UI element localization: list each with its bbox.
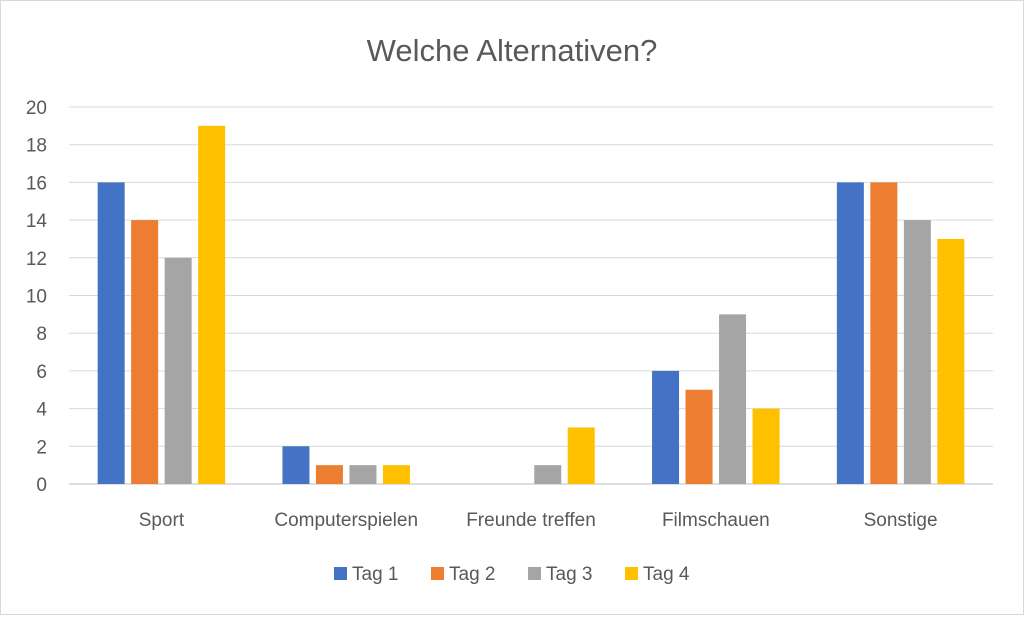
y-tick-label: 8	[36, 324, 47, 345]
y-tick-label: 18	[26, 136, 47, 157]
legend-label: Tag 2	[449, 564, 495, 585]
bar-tag-3	[903, 220, 931, 484]
y-tick-label: 20	[26, 98, 47, 119]
bar-tag-1	[652, 370, 680, 484]
bar-tag-2	[315, 465, 343, 484]
y-tick-label: 10	[26, 287, 47, 308]
bar-tag-1	[836, 182, 864, 484]
legend-swatch	[431, 567, 444, 580]
bars	[97, 125, 965, 484]
bar-tag-1	[97, 182, 125, 484]
bar-tag-1	[282, 446, 310, 484]
bar-tag-3	[719, 314, 747, 484]
y-tick-label: 14	[26, 211, 48, 232]
y-tick-label: 6	[36, 362, 47, 383]
legend-swatch	[528, 567, 541, 580]
bar-tag-2	[870, 182, 898, 484]
x-axis-labels: Sport Computerspielen Freunde treffen Films…	[139, 510, 938, 531]
x-category-label: Sonstige	[864, 510, 938, 531]
bar-tag-3	[349, 465, 377, 484]
bar-tag-2	[131, 220, 159, 484]
x-category-label: Freunde treffen	[466, 510, 596, 531]
x-category-label: Computerspielen	[274, 510, 418, 531]
chart-title: Welche Alternativen?	[367, 33, 658, 68]
legend-swatch	[625, 567, 638, 580]
legend-swatch	[334, 567, 347, 580]
legend: Tag 1 Tag 2 Tag 3 Tag 4	[334, 564, 690, 585]
y-tick-label: 0	[36, 475, 47, 496]
x-category-label: Sport	[139, 510, 185, 531]
y-axis-ticks: 0 2 4 6 8 10 12 14 16 18 20	[26, 98, 48, 496]
legend-label: Tag 3	[546, 564, 592, 585]
y-tick-label: 2	[36, 437, 47, 458]
bar-tag-4	[382, 465, 410, 484]
x-category-label: Filmschauen	[662, 510, 770, 531]
bar-tag-4	[567, 427, 595, 484]
bar-tag-3	[534, 465, 562, 484]
legend-label: Tag 1	[352, 564, 398, 585]
bar-tag-4	[937, 238, 965, 484]
bar-tag-4	[752, 408, 780, 484]
y-tick-label: 16	[26, 173, 47, 194]
y-tick-label: 12	[26, 249, 47, 270]
y-tick-label: 4	[36, 400, 47, 421]
bar-tag-2	[685, 389, 713, 484]
legend-label: Tag 4	[643, 564, 690, 585]
bar-tag-4	[198, 125, 226, 484]
bar-tag-3	[164, 257, 192, 484]
